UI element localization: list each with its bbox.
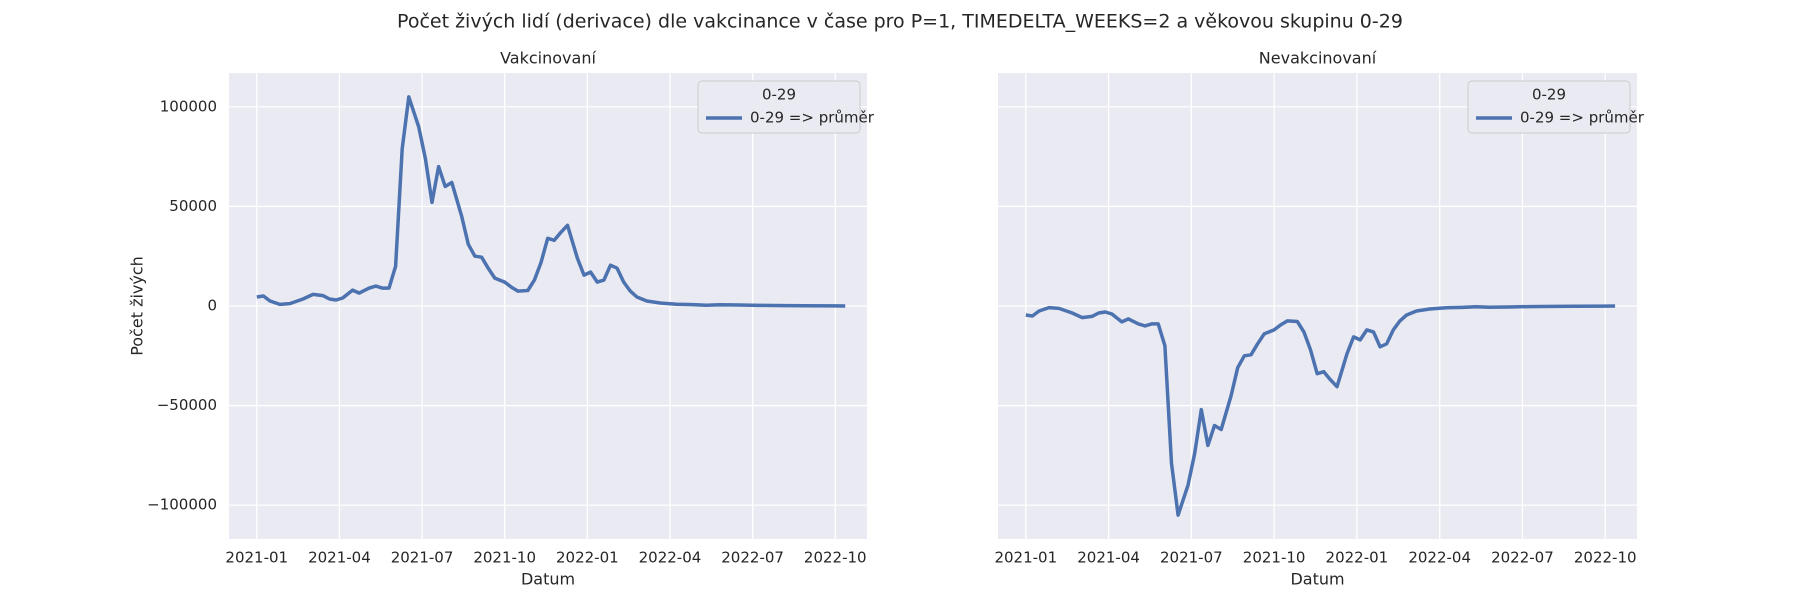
x-tick-label: 2021-07 bbox=[1160, 549, 1223, 567]
figure-title: Počet živých lidí (derivace) dle vakcina… bbox=[397, 11, 1403, 33]
legend-title: 0-29 bbox=[762, 86, 796, 104]
x-tick-label: 2022-07 bbox=[1491, 549, 1554, 567]
x-tick-label: 2022-01 bbox=[556, 549, 619, 567]
subplot-title: Vakcinovaní bbox=[500, 49, 596, 68]
legend-title: 0-29 bbox=[1532, 86, 1566, 104]
legend-label: 0-29 => průměr bbox=[1520, 109, 1645, 127]
x-tick-label: 2021-01 bbox=[994, 549, 1057, 567]
legend-box bbox=[697, 80, 861, 134]
subplot-title: Nevakcinovaní bbox=[1259, 49, 1377, 68]
y-tick-label: 0 bbox=[207, 297, 217, 315]
x-axis-label: Datum bbox=[1290, 570, 1344, 589]
y-axis-label: Počet živých bbox=[128, 256, 147, 356]
y-tick-label: 50000 bbox=[169, 197, 217, 215]
x-tick-label: 2022-10 bbox=[1574, 549, 1637, 567]
x-tick-label: 2022-07 bbox=[721, 549, 784, 567]
x-tick-label: 2021-04 bbox=[1077, 549, 1140, 567]
y-tick-label: −100000 bbox=[147, 496, 217, 514]
x-tick-label: 2021-04 bbox=[308, 549, 371, 567]
x-tick-label: 2022-10 bbox=[804, 549, 867, 567]
x-tick-label: 2021-07 bbox=[391, 549, 454, 567]
x-tick-label: 2022-01 bbox=[1326, 549, 1389, 567]
x-tick-label: 2021-10 bbox=[1243, 549, 1306, 567]
x-tick-label: 2021-10 bbox=[473, 549, 536, 567]
x-axis-label: Datum bbox=[521, 570, 575, 589]
x-tick-label: 2022-04 bbox=[639, 549, 702, 567]
y-tick-label: −50000 bbox=[157, 396, 217, 414]
legend-label: 0-29 => průměr bbox=[750, 109, 875, 127]
x-tick-label: 2022-04 bbox=[1408, 549, 1471, 567]
data-line bbox=[256, 95, 846, 308]
x-tick-label: 2021-01 bbox=[225, 549, 288, 567]
y-tick-label: 100000 bbox=[160, 97, 217, 115]
data-line bbox=[1025, 304, 1616, 517]
legend-box bbox=[1467, 80, 1631, 134]
